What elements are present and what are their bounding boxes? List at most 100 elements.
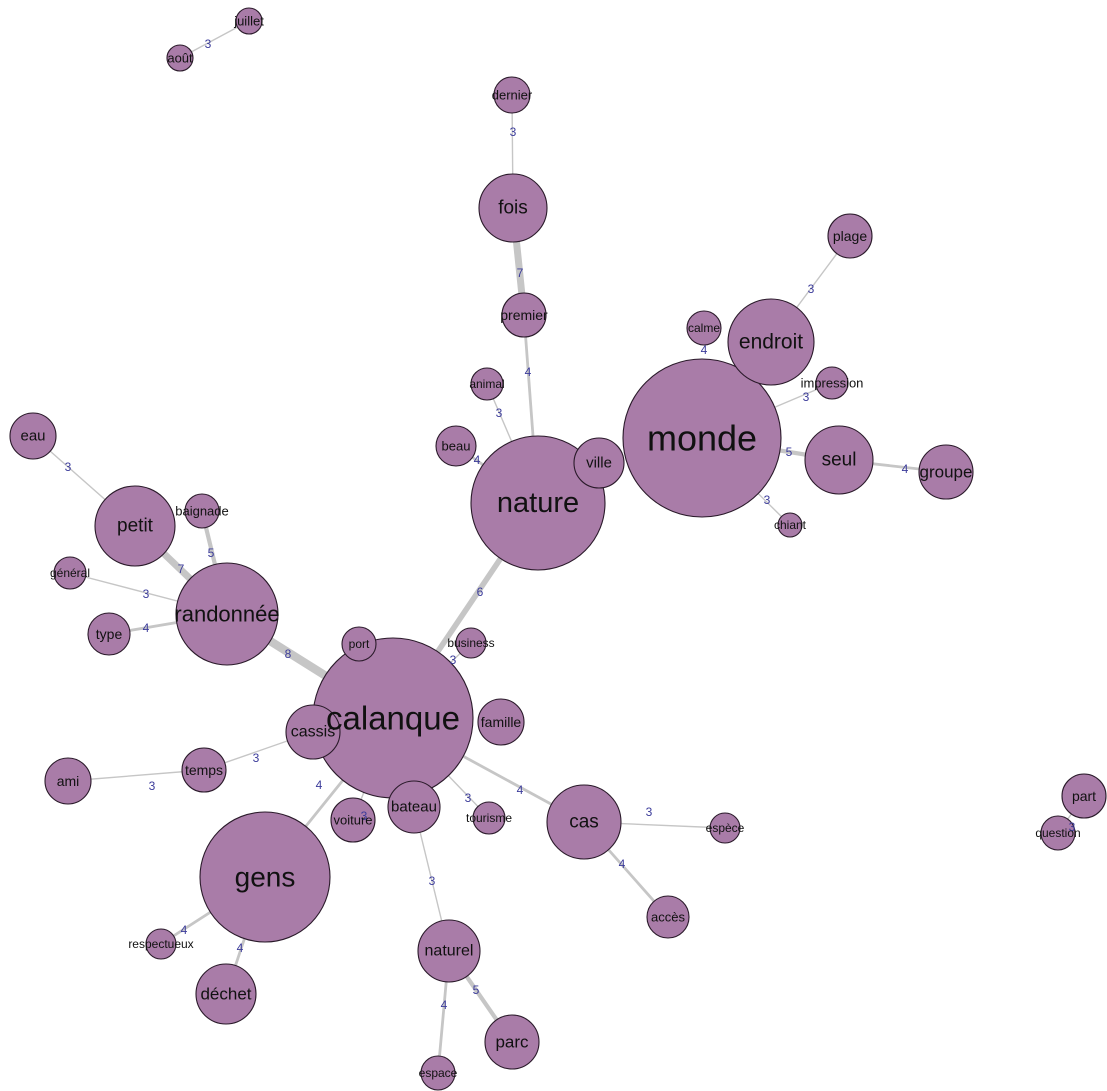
- node-eau: [9, 412, 57, 460]
- edge-weight-petit-randonnee: 7: [178, 562, 185, 576]
- edge-weight-cas-espece: 3: [646, 805, 653, 819]
- node-label-endroit: endroit: [739, 331, 803, 354]
- node-label-espece: espèce: [706, 821, 745, 835]
- edge-weight-baignade-randonnee: 5: [208, 546, 215, 560]
- node-label-voiture: voiture: [333, 813, 372, 828]
- edge-weight-cas-acces: 4: [619, 857, 626, 871]
- edge-weight-type-randonnee: 4: [143, 621, 150, 635]
- edge-weight-juillet-aout: 3: [205, 37, 212, 51]
- node-label-baignade: baignade: [175, 504, 229, 519]
- node-petit: [94, 485, 176, 567]
- node-label-temps: temps: [185, 762, 223, 778]
- node-parc: [484, 1014, 540, 1070]
- node-label-part: part: [1072, 788, 1096, 804]
- node-dechet: [195, 963, 257, 1025]
- node-nature: [470, 435, 606, 571]
- edge-weight-calanque-gens: 4: [316, 778, 323, 792]
- node-cas: [546, 784, 622, 860]
- node-label-espace: espace: [419, 1066, 458, 1080]
- node-label-bateau: bateau: [391, 799, 437, 816]
- node-label-acces: accès: [651, 910, 685, 925]
- node-ville: [573, 437, 625, 489]
- node-naturel: [417, 919, 481, 983]
- node-impression: [815, 366, 849, 400]
- edge-weight-calanque-voiture: 3: [361, 809, 368, 823]
- edge-weight-monde-seul: 5: [786, 445, 793, 459]
- edge-weight-plage-endroit: 3: [808, 282, 815, 296]
- node-label-monde: monde: [647, 418, 757, 459]
- node-label-parc: parc: [495, 1033, 529, 1052]
- node-respectueux: [145, 928, 177, 960]
- node-labels-layer: 3 3 7 4 3 4 6 3 4 3 5 4 3 3 7 5 3 4 8 3 3 3 4 3 3 4 3 4 4 4 3 4 5 3 juille…: [20, 14, 1096, 1081]
- node-aout: [166, 44, 194, 72]
- node-label-aout: août: [167, 51, 193, 66]
- node-voiture: [330, 797, 376, 843]
- node-fois: [478, 173, 548, 243]
- node-port: [341, 626, 377, 662]
- node-label-chiant: chiant: [774, 518, 807, 532]
- node-label-fois: fois: [498, 198, 528, 219]
- edge-weight-animal-nature: 3: [496, 406, 503, 420]
- edge-weight-bateau-naturel: 3: [429, 874, 436, 888]
- node-label-respectueux: respectueux: [128, 937, 193, 951]
- edge-weight-calanque-tourisme: 3: [465, 791, 472, 805]
- node-label-plage: plage: [833, 228, 867, 244]
- edge-weight-naturel-espace: 4: [441, 998, 448, 1012]
- node-calme: [686, 310, 722, 346]
- node-label-randonnee: randonnée: [174, 602, 279, 627]
- node-label-groupe: groupe: [920, 463, 973, 482]
- edge-weight-fois-premier: 7: [517, 266, 524, 280]
- node-question: [1040, 815, 1076, 851]
- node-label-question: question: [1035, 826, 1080, 840]
- node-label-juillet: juillet: [233, 14, 264, 29]
- edge-weight-business-calanque: 3: [450, 653, 457, 667]
- node-label-general: général: [50, 566, 90, 580]
- edge-weight-premier-nature: 4: [525, 365, 532, 379]
- node-label-dernier: dernier: [492, 88, 533, 103]
- node-groupe: [918, 444, 974, 500]
- node-randonnee: [175, 562, 279, 666]
- edge-weight-beau-nature: 4: [474, 453, 481, 467]
- edge-weight-general-randonnee: 3: [143, 587, 150, 601]
- node-label-seul: seul: [822, 450, 857, 471]
- node-endroit: [727, 298, 815, 386]
- node-tourisme: [472, 801, 506, 835]
- node-label-port: port: [349, 637, 370, 651]
- node-label-petit: petit: [117, 516, 154, 537]
- node-dernier: [493, 76, 531, 114]
- node-chiant: [777, 512, 803, 538]
- node-label-gens: gens: [235, 862, 296, 893]
- node-seul: [804, 425, 874, 495]
- edge-weight-part-question: 3: [1069, 820, 1076, 834]
- node-monde: [622, 358, 782, 518]
- node-ami: [44, 757, 92, 805]
- node-temps: [181, 747, 227, 793]
- node-premier: [501, 292, 547, 338]
- node-animal: [470, 367, 504, 401]
- node-label-naturel: naturel: [425, 943, 474, 960]
- node-plage: [827, 213, 873, 259]
- edge-weight-eau-petit: 3: [65, 460, 72, 474]
- node-label-calanque: calanque: [326, 700, 460, 737]
- node-label-ville: ville: [586, 455, 612, 472]
- node-baignade: [184, 493, 220, 529]
- edge-weight-endroit-monde: 4: [701, 343, 708, 357]
- node-label-ami: ami: [57, 773, 80, 789]
- node-label-tourisme: tourisme: [466, 811, 512, 825]
- node-espace: [420, 1055, 456, 1091]
- node-label-animal: animal: [469, 377, 504, 391]
- node-label-type: type: [96, 626, 123, 642]
- node-business: [455, 627, 487, 659]
- node-label-impression: impression: [801, 376, 864, 391]
- edge-weight-dernier-fois: 3: [510, 125, 517, 139]
- node-beau: [435, 425, 477, 467]
- edge-weight-impression-monde: 3: [803, 390, 810, 404]
- edge-weight-monde-chiant: 3: [764, 493, 771, 507]
- node-label-calme: calme: [688, 321, 720, 335]
- node-label-premier: premier: [500, 307, 548, 323]
- node-label-beau: beau: [442, 439, 471, 454]
- edge-weight-nature-calanque: 6: [477, 585, 484, 599]
- edge-weight-naturel-parc: 5: [473, 983, 480, 997]
- node-label-cas: cas: [569, 812, 599, 833]
